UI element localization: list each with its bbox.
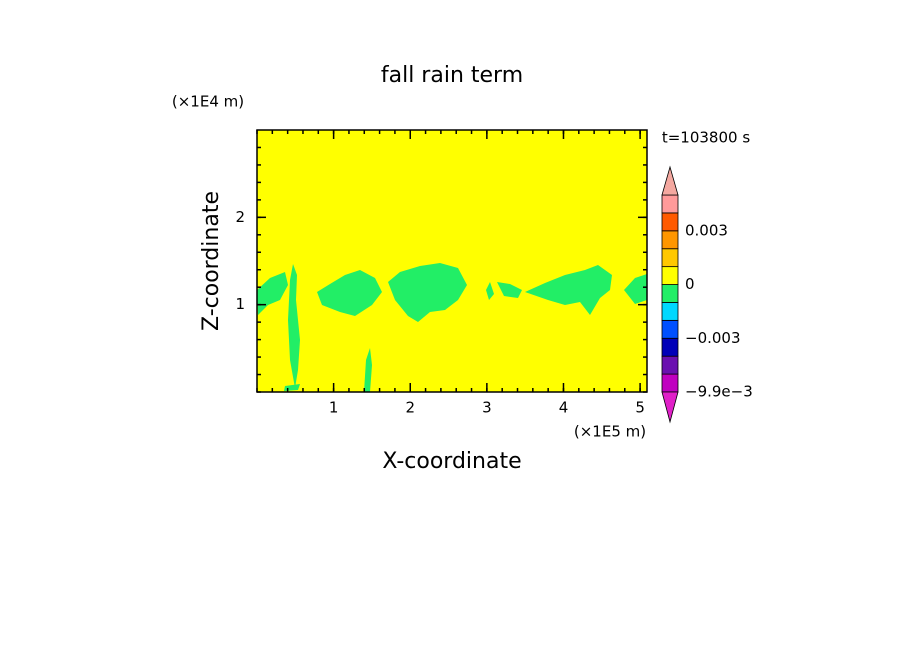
time-label: t=103800 s xyxy=(662,129,750,147)
colorbar-segment xyxy=(661,230,679,250)
x-tick-label: 2 xyxy=(405,399,415,417)
colorbar-label: −9.9e−3 xyxy=(685,383,753,401)
x-tick-label: 4 xyxy=(559,399,569,417)
contour-region xyxy=(497,282,522,298)
plot-area xyxy=(256,129,648,393)
y-unit: (×1E4 m) xyxy=(172,93,244,111)
x-tick-label: 1 xyxy=(329,399,339,417)
colorbar-segment xyxy=(661,319,679,339)
colorbar-over xyxy=(661,165,679,196)
colorbar-segment xyxy=(661,248,679,268)
colorbar-segment xyxy=(661,212,679,232)
colorbar-label: −0.003 xyxy=(685,329,741,347)
chart-title: fall rain term xyxy=(381,63,523,88)
colorbar-segment xyxy=(661,302,679,321)
x-unit: (×1E5 m) xyxy=(574,423,646,441)
colorbar-segment xyxy=(661,337,679,357)
colorbar-label: 0 xyxy=(685,275,695,293)
contour-region xyxy=(317,270,382,316)
contour-region xyxy=(388,263,467,322)
y-tick-label: 1 xyxy=(235,295,245,313)
colorbar-segment xyxy=(661,266,679,285)
colorbar-under xyxy=(661,391,679,424)
colorbar-segment xyxy=(661,194,679,214)
y-axis-label: Z-coordinate xyxy=(199,191,224,331)
field-background xyxy=(257,130,647,392)
contour-region xyxy=(525,265,612,315)
contour-region xyxy=(486,282,494,300)
contour-region xyxy=(288,264,300,388)
contour-region xyxy=(364,348,372,392)
colorbar-segment xyxy=(661,373,679,393)
colorbar-segment xyxy=(661,355,679,375)
plot-frame xyxy=(256,129,648,393)
colorbar-label: 0.003 xyxy=(685,221,728,239)
y-tick-label: 2 xyxy=(235,208,245,226)
contour-region xyxy=(624,274,647,304)
x-tick-label: 3 xyxy=(482,399,492,417)
colorbar-segment xyxy=(661,284,679,303)
x-axis-label: X-coordinate xyxy=(382,449,521,474)
x-tick-label: 5 xyxy=(635,399,645,417)
